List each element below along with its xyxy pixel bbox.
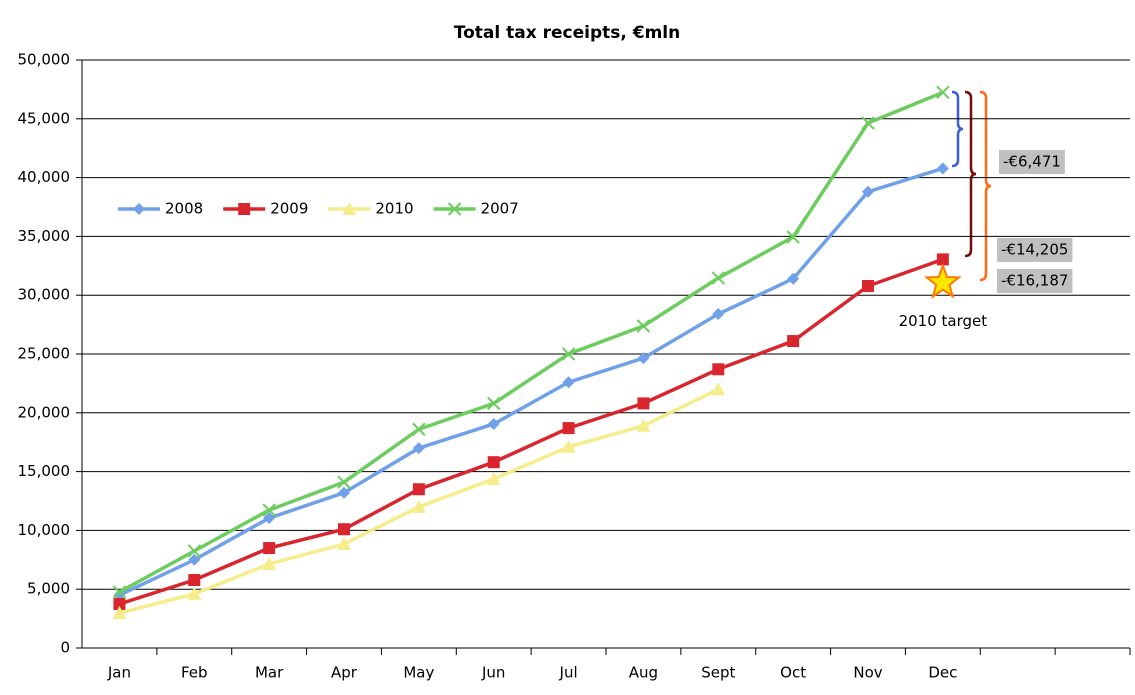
point — [487, 456, 500, 469]
x-tick-label: Mar — [255, 664, 284, 682]
x-tick-label: Aug — [629, 664, 658, 682]
point — [112, 605, 127, 619]
point — [862, 280, 874, 293]
series-line — [118, 166, 944, 597]
point — [561, 347, 576, 361]
y-tick-label: 25,000 — [18, 345, 71, 363]
point — [712, 363, 725, 376]
point — [337, 537, 351, 551]
y-tick-label: 40,000 — [18, 168, 71, 186]
legend-label: 2009 — [270, 200, 308, 218]
point — [786, 230, 800, 244]
legend-marker — [238, 203, 251, 215]
point — [562, 376, 575, 389]
point — [636, 319, 651, 333]
y-tick-label: 50,000 — [18, 51, 71, 69]
point — [487, 396, 501, 411]
point — [562, 422, 575, 435]
series-line — [118, 90, 944, 594]
legend-marker — [342, 202, 357, 215]
legend-label: 2008 — [165, 200, 203, 218]
point — [263, 542, 276, 555]
y-tick-label: 45,000 — [18, 109, 71, 127]
target-star — [923, 262, 962, 299]
point — [338, 486, 350, 499]
point — [787, 272, 800, 285]
point — [338, 523, 350, 536]
point — [263, 512, 276, 525]
brace — [979, 90, 992, 282]
point — [787, 335, 800, 348]
x-tick-label: Jan — [107, 664, 131, 682]
point — [337, 475, 351, 489]
legend-marker — [133, 203, 145, 215]
point — [112, 585, 127, 599]
point — [187, 544, 201, 558]
annotation-box — [997, 238, 1073, 262]
y-tick-label: 20,000 — [18, 403, 71, 421]
point — [561, 439, 576, 453]
point — [411, 499, 426, 513]
annotation: -€6,471 — [1003, 153, 1061, 171]
point — [637, 397, 650, 410]
point — [262, 503, 276, 517]
y-tick-label: 0 — [60, 639, 70, 657]
y-tick-label: 30,000 — [18, 286, 71, 304]
y-tick-label: 35,000 — [18, 227, 71, 245]
series-line — [118, 257, 944, 606]
x-tick-label: Apr — [331, 664, 358, 682]
legend-marker — [447, 202, 462, 216]
point — [936, 253, 949, 266]
point — [412, 483, 425, 496]
brace — [964, 90, 977, 258]
x-tick-label: May — [403, 664, 434, 682]
x-tick-label: Feb — [181, 664, 208, 682]
point — [711, 271, 725, 285]
point — [113, 598, 126, 611]
point — [486, 472, 501, 486]
point — [487, 417, 500, 430]
point — [262, 557, 277, 571]
chart-title: Total tax receipts, €mln — [454, 23, 680, 43]
legend-label: 2007 — [481, 200, 519, 218]
x-tick-label: Dec — [928, 664, 957, 682]
y-tick-label: 5,000 — [27, 580, 70, 598]
y-tick-label: 15,000 — [18, 462, 71, 480]
point — [862, 185, 874, 198]
x-tick-label: Sept — [701, 664, 735, 682]
annotation: -€14,205 — [1001, 241, 1068, 259]
point — [936, 162, 949, 175]
target-label: 2010 target — [899, 312, 988, 330]
legend-label: 2010 — [375, 200, 413, 218]
y-tick-label: 10,000 — [18, 521, 71, 539]
point — [188, 574, 201, 587]
point — [861, 116, 875, 130]
point — [711, 382, 726, 396]
x-tick-label: Nov — [853, 664, 882, 682]
x-tick-label: Jul — [559, 664, 578, 682]
point — [412, 442, 425, 455]
point — [412, 422, 426, 436]
annotation-box — [999, 150, 1065, 174]
point — [636, 418, 651, 432]
brace — [951, 90, 964, 168]
x-tick-label: Oct — [780, 664, 806, 682]
annotation: -€16,187 — [1001, 272, 1068, 290]
point — [188, 553, 201, 566]
point — [712, 308, 725, 321]
point — [936, 85, 950, 100]
point — [637, 352, 650, 365]
x-tick-label: Jun — [481, 664, 505, 682]
annotation-box — [997, 269, 1073, 293]
point — [187, 586, 202, 600]
